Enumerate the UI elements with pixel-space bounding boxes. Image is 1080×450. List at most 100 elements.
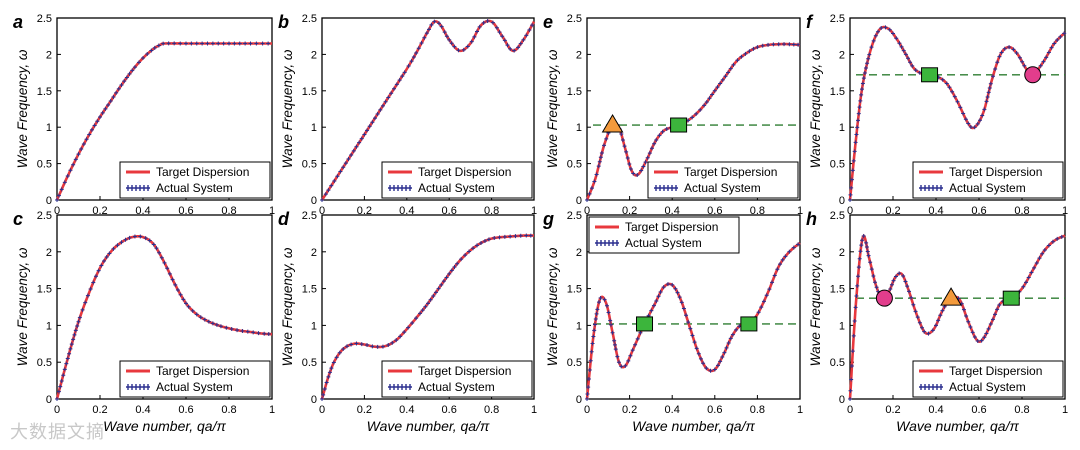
x-tick-label: 0.8 [221,205,236,217]
actual-system-marker [888,286,893,291]
actual-system-marker [771,42,776,47]
legend-actual-swatch [126,384,130,390]
actual-system-marker [122,79,127,84]
actual-system-marker [679,300,684,305]
actual-system-marker [926,331,931,336]
actual-system-marker [505,43,510,48]
x-tick-label: 0.8 [221,404,236,416]
actual-system-marker [116,86,121,91]
actual-system-marker [597,159,602,164]
actual-system-marker [879,25,884,30]
actual-system-marker [64,361,69,366]
actual-system-marker [184,301,188,306]
y-tick-label: 1 [839,320,845,332]
actual-system-marker [638,330,643,335]
actual-system-marker [615,354,620,359]
actual-system-marker [661,285,666,290]
actual-system-marker [107,251,112,256]
actual-system-marker [770,280,775,285]
actual-system-marker [1024,280,1029,285]
x-tick-label: 0.2 [92,205,107,217]
actual-system-marker [354,144,359,149]
y-axis-label: Wave Frequency, ω [280,247,295,366]
legend-actual-swatch [599,240,603,246]
actual-system-marker [194,312,199,317]
actual-system-marker [380,344,385,349]
actual-system-marker [595,307,600,312]
actual-system-marker [502,234,507,239]
actual-system-marker [91,280,96,285]
actual-system-marker [463,253,468,258]
actual-system-marker [864,245,869,250]
actual-system-marker [337,350,342,355]
actual-system-marker [760,43,765,48]
actual-system-marker [441,279,446,284]
actual-system-marker [718,81,723,86]
actual-system-marker [200,41,205,46]
actual-system-marker [320,198,324,202]
legend-target-label: Target Dispersion [156,364,249,378]
x-tick-label: 0 [54,205,60,217]
x-axis-label: Wave number, qa/π [103,418,226,434]
actual-system-marker [681,306,686,311]
actual-system-marker [518,41,523,46]
legend-box [588,216,740,254]
actual-system-marker [755,45,760,50]
actual-system-marker [178,292,183,297]
legend-actual-swatch [611,240,615,246]
actual-system-marker [993,66,998,71]
actual-system-marker [72,332,77,337]
actual-system-marker [409,59,414,64]
actual-system-marker [227,41,231,46]
actual-system-marker [1062,31,1067,36]
actual-system-marker [897,271,902,276]
actual-system-marker [787,42,792,47]
panel-f: 0 0.5 1 1.5 2 2.5 0 0.2 0.4 0.6 0.8 1 Wave Frequency… [806,12,1068,217]
x-tick-label: 0.4 [928,404,943,416]
actual-system-marker [726,340,731,345]
y-tick-label: 2.5 [830,13,845,25]
actual-system-marker [635,336,640,341]
actual-system-marker [920,325,925,330]
actual-system-marker [65,173,70,178]
actual-system-marker [262,331,267,336]
actual-system-marker [990,317,995,322]
actual-system-marker [796,42,801,47]
actual-system-marker [1058,34,1063,39]
actual-system-marker [326,188,331,193]
actual-system-marker [968,125,973,130]
actual-system-marker [958,105,963,110]
actual-system-marker [868,260,873,265]
plot-frame [849,214,1066,400]
actual-system-marker [915,315,920,320]
legend-actual-label: Actual System [156,181,233,195]
actual-system-marker [909,295,914,300]
actual-system-marker [327,370,332,375]
actual-system-marker [857,105,862,110]
actual-system-marker [791,245,796,250]
actual-system-marker [620,137,625,142]
legend-actual-swatch [662,185,666,191]
square-marker [670,117,688,133]
actual-system-marker [776,42,781,47]
actual-system-marker [764,293,769,298]
watermark-text: 大数据文摘 [10,422,105,443]
actual-system-marker [224,325,229,330]
x-tick-label: 0.4 [135,205,150,217]
actual-system-marker [416,46,421,51]
actual-system-marker [966,121,971,126]
actual-system-marker [966,319,971,324]
x-tick-label: 0.4 [135,404,150,416]
actual-system-marker [930,328,935,333]
actual-system-marker [986,326,991,331]
actual-system-marker [359,136,364,141]
legend-target-label: Target Dispersion [684,165,777,179]
actual-system-marker [1021,284,1026,289]
actual-system-marker [982,107,987,112]
legend-actual-swatch [654,185,658,191]
actual-system-marker [167,271,172,276]
x-axis-label: Wave number, qa/π [367,418,490,434]
actual-system-marker [628,167,633,172]
legend-actual-swatch [931,384,935,390]
actual-system-marker [245,329,250,334]
